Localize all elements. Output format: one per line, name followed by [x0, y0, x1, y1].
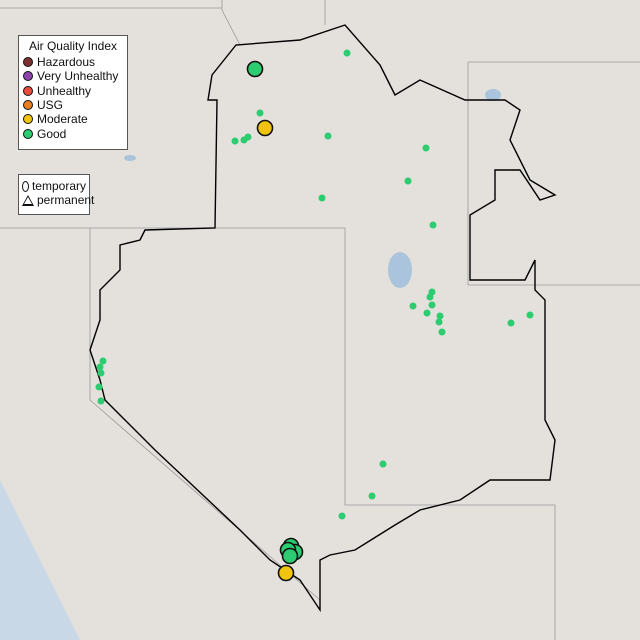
monitor-marker[interactable] [338, 512, 346, 520]
circle-icon [23, 57, 33, 68]
circle-icon [23, 114, 33, 125]
legend-label: Good [37, 126, 67, 141]
temporary-monitor-marker[interactable] [281, 547, 299, 565]
legend-item-good: Good [23, 126, 123, 141]
lakes [124, 89, 501, 288]
circle-icon [23, 85, 33, 96]
legend-label: Hazardous [37, 55, 96, 70]
monitor-marker[interactable] [244, 133, 252, 141]
temporary-monitor-marker[interactable] [277, 564, 295, 582]
monitor-marker[interactable] [324, 132, 332, 140]
monitor-marker[interactable] [438, 328, 446, 336]
monitor-marker[interactable] [231, 137, 239, 145]
legend-temporary: temporary [22, 179, 86, 193]
monitor-marker[interactable] [97, 369, 105, 377]
monitor-marker[interactable] [507, 319, 515, 327]
legend-permanent: permanent [22, 193, 94, 207]
circle-icon [22, 180, 29, 192]
monitor-marker[interactable] [96, 363, 104, 371]
monitor-marker[interactable] [95, 383, 103, 391]
legend-label: Very Unhealthy [37, 69, 119, 84]
monitor-marker[interactable] [318, 194, 326, 202]
legend-label: permanent [37, 193, 95, 208]
legend-item-moderate: Moderate [23, 112, 123, 126]
monitor-marker[interactable] [428, 301, 436, 309]
monitor-marker[interactable] [404, 177, 412, 185]
monitor-marker[interactable] [436, 312, 444, 320]
legend-label: Moderate [37, 112, 88, 127]
aqi-legend: Air Quality Index Hazardous Very Unhealth… [18, 35, 128, 150]
legend-item-unhealthy: Unhealthy [23, 84, 123, 98]
monitor-marker[interactable] [99, 357, 107, 365]
monitor-marker[interactable] [409, 302, 417, 310]
monitor-marker[interactable] [97, 397, 105, 405]
monitor-marker[interactable] [343, 49, 351, 57]
monitor-marker[interactable] [422, 144, 430, 152]
monitor-marker[interactable] [423, 309, 431, 317]
monitor-marker[interactable] [426, 293, 434, 301]
temporary-monitor-marker[interactable] [256, 119, 274, 137]
circle-icon [23, 100, 33, 111]
legend-item-hazardous: Hazardous [23, 55, 123, 69]
shape-legend: temporary permanent [18, 174, 94, 215]
monitor-marker[interactable] [379, 460, 387, 468]
legend-label: Unhealthy [37, 83, 92, 98]
triangle-icon [22, 194, 34, 206]
monitor-marker[interactable] [256, 109, 264, 117]
monitor-marker[interactable] [429, 221, 437, 229]
legend-item-very-unhealthy: Very Unhealthy [23, 69, 123, 83]
monitor-marker[interactable] [368, 492, 376, 500]
circle-icon [23, 71, 33, 82]
legend-label: temporary [31, 179, 86, 194]
legend-title: Air Quality Index [28, 39, 118, 53]
monitor-marker[interactable] [435, 318, 443, 326]
monitor-marker[interactable] [526, 311, 534, 319]
legend-item-usg: USG [23, 98, 123, 112]
circle-icon [23, 128, 33, 139]
region-boundary [89, 24, 557, 613]
legend-label: USG [37, 98, 64, 113]
temporary-monitor-marker[interactable] [246, 60, 264, 78]
ocean [0, 480, 80, 640]
